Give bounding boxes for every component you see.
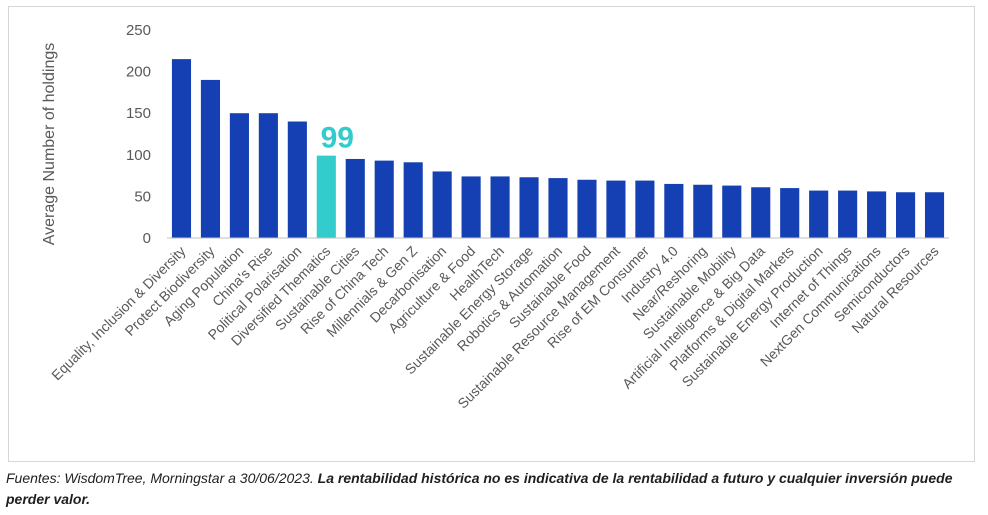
bar <box>838 190 858 238</box>
bar <box>548 178 568 238</box>
y-axis-ticks: 0 50 100 150 200 250 <box>126 22 151 247</box>
y-tick-label: 50 <box>134 188 151 205</box>
highlight-data-label: 99 <box>321 122 354 155</box>
y-tick-label: 150 <box>126 105 151 122</box>
bar <box>403 162 423 238</box>
bar <box>722 185 742 238</box>
bar <box>924 192 945 238</box>
bar-highlight <box>316 155 336 238</box>
bar <box>345 158 365 238</box>
footnote-source: Fuentes: WisdomTree, Morningstar a 30/06… <box>6 470 314 486</box>
y-tick-label: 100 <box>126 147 151 164</box>
bar <box>606 180 626 238</box>
bar <box>519 177 539 238</box>
y-axis-title: Average Number of holdings <box>41 43 58 246</box>
bar <box>432 171 452 238</box>
bar <box>867 191 887 238</box>
bar-chart: 0 50 100 150 200 250 Equality, Inclusion & Di… <box>41 22 949 412</box>
bar <box>229 113 249 238</box>
footnote-disclaimer: La rentabilidad histórica no es indicati… <box>6 470 953 507</box>
y-tick-label: 250 <box>126 22 151 39</box>
bar <box>635 180 655 238</box>
chart-frame: 0 50 100 150 200 250 Equality, Inclusion & Di… <box>8 6 975 462</box>
bar <box>461 176 481 238</box>
bar <box>577 179 597 238</box>
bar <box>896 192 916 238</box>
y-tick-label: 0 <box>143 230 151 247</box>
y-tick-label: 200 <box>126 64 151 81</box>
bar <box>751 187 771 238</box>
bar <box>780 188 800 238</box>
bar <box>258 113 278 238</box>
bar <box>171 59 192 239</box>
bar <box>693 184 713 238</box>
bars <box>171 59 945 239</box>
bar <box>809 190 829 238</box>
bar <box>490 176 510 238</box>
bar <box>664 183 684 238</box>
footnote: Fuentes: WisdomTree, Morningstar a 30/06… <box>6 468 976 510</box>
bar <box>200 79 221 238</box>
bar <box>374 160 394 238</box>
bar <box>287 121 307 238</box>
